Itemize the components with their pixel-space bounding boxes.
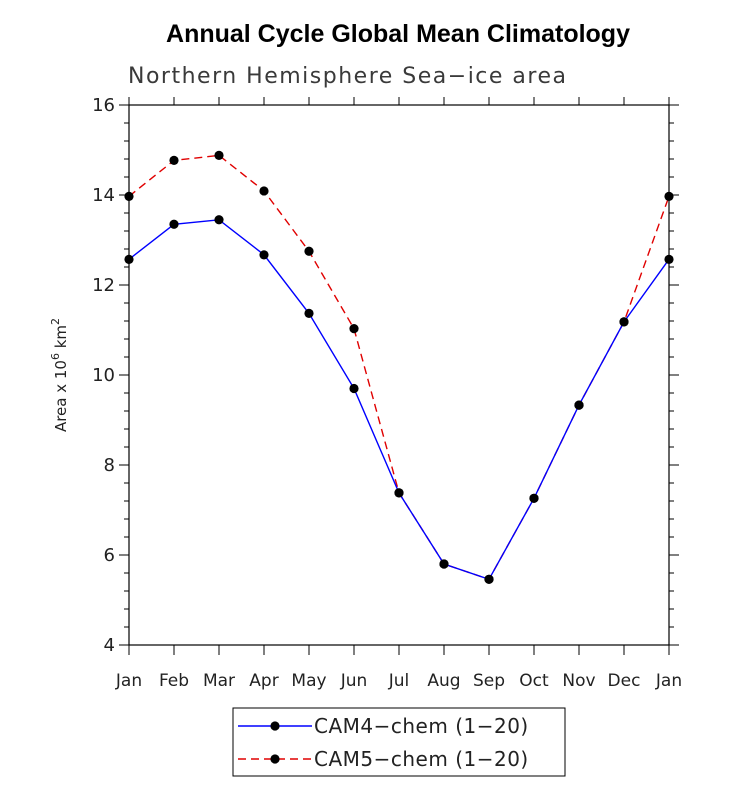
x-tick-label: Mar xyxy=(203,671,235,691)
y-tick-label: 14 xyxy=(92,185,115,206)
data-point-1 xyxy=(169,155,179,165)
x-tick-label: Jun xyxy=(340,671,368,691)
legend-label: CAM4−chem (1−20) xyxy=(314,714,529,738)
chart-title: Annual Cycle Global Mean Climatology xyxy=(166,20,630,48)
y-tick-label: 6 xyxy=(104,545,115,566)
data-point-1 xyxy=(259,186,269,196)
data-point-1 xyxy=(304,246,314,256)
y-axis-label: Area x 106 km2 xyxy=(49,318,70,432)
data-point-0 xyxy=(574,400,584,410)
x-tick-label: Apr xyxy=(249,671,278,691)
data-point-0 xyxy=(484,574,494,584)
x-tick-label: Sep xyxy=(473,671,505,691)
data-point-1 xyxy=(214,150,224,160)
x-tick-label: Jan xyxy=(115,671,142,691)
x-tick-label: Oct xyxy=(519,671,549,691)
data-point-0 xyxy=(349,383,359,394)
chart-subtitle: Northern Hemisphere Sea−ice area xyxy=(128,64,568,89)
data-point-0 xyxy=(304,308,314,318)
y-tick-labels: 4 6 8 10 12 14 16 xyxy=(92,95,115,656)
data-point-0 xyxy=(619,317,629,327)
data-point-0 xyxy=(529,493,539,503)
series-layer xyxy=(124,150,674,584)
data-point-0 xyxy=(439,559,449,569)
y-tick-label: 12 xyxy=(92,275,115,296)
x-tick-labels: Jan Feb Mar Apr May Jun Jul Aug Sep Oct Nov Dec Jan xyxy=(115,671,682,691)
x-tick-label: Feb xyxy=(159,671,189,691)
legend: CAM4−chem (1−20) CAM5−chem (1−20) xyxy=(232,707,566,777)
x-tick-label: Nov xyxy=(562,671,595,691)
y-tick-label: 4 xyxy=(104,635,115,656)
series-line-1 xyxy=(128,154,670,581)
y-tick-label: 8 xyxy=(104,455,115,476)
data-point-0 xyxy=(169,219,179,229)
y-tick-label: 10 xyxy=(92,365,115,386)
y-tick-label: 16 xyxy=(92,95,115,116)
data-point-0 xyxy=(214,215,224,225)
x-tick-label: Dec xyxy=(608,671,641,691)
plot-frame xyxy=(128,104,670,646)
x-tick-label: Jan xyxy=(655,671,682,691)
legend-swatch-marker xyxy=(270,754,280,764)
axis-ticks xyxy=(119,97,679,655)
data-point-1 xyxy=(349,324,359,334)
series-line-0 xyxy=(128,219,670,581)
data-point-0 xyxy=(394,488,404,498)
legend-swatch-marker xyxy=(270,721,280,731)
x-tick-label: Jul xyxy=(388,671,410,691)
legend-box xyxy=(232,707,566,777)
x-tick-label: Aug xyxy=(427,671,460,691)
data-point-0 xyxy=(259,250,269,260)
legend-label: CAM5−chem (1−20) xyxy=(314,747,529,771)
x-tick-label: May xyxy=(291,671,326,691)
